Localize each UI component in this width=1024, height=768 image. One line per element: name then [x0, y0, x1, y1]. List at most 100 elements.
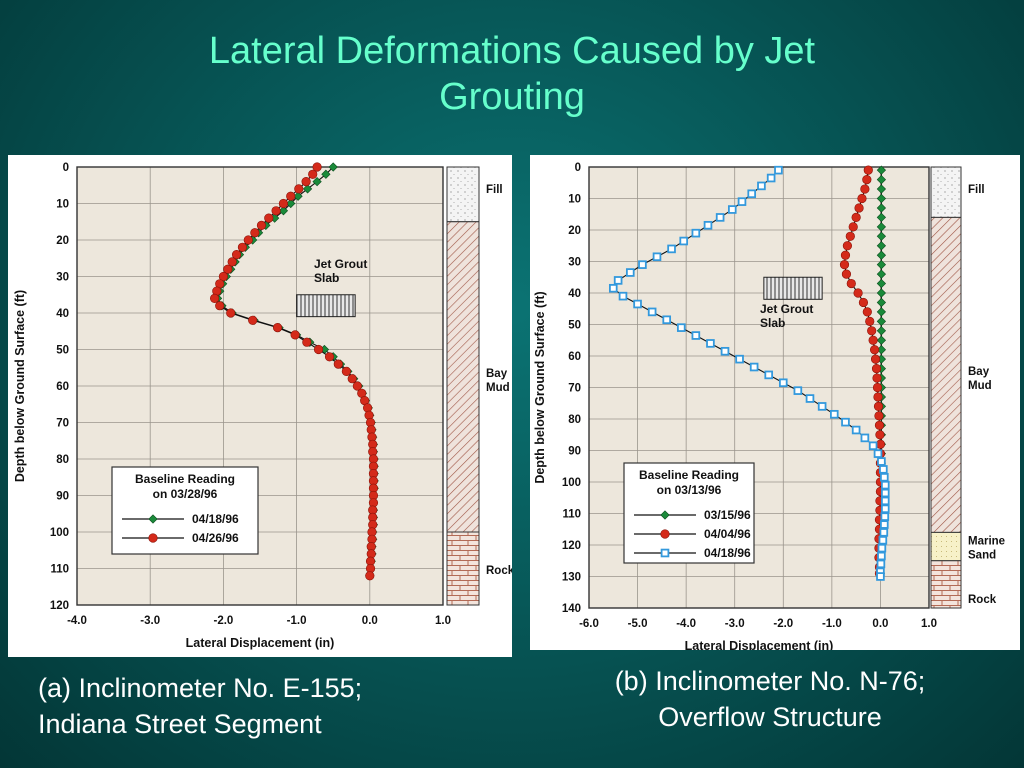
y-tick-label: 120 — [50, 600, 69, 612]
data-point — [876, 288, 887, 298]
legend-label: 04/26/96 — [192, 531, 239, 545]
stratum-rock — [446, 531, 480, 606]
data-point — [703, 220, 713, 230]
data-point — [313, 344, 324, 355]
data-point — [210, 293, 220, 303]
data-point — [876, 260, 887, 270]
data-point — [278, 198, 289, 209]
legend-label: 03/15/96 — [704, 508, 751, 522]
slide-title: Lateral Deformations Caused by Jet Grout… — [0, 28, 1024, 120]
y-tick-label: 110 — [50, 564, 69, 576]
x-tick-label: -3.0 — [140, 615, 160, 627]
y-tick-label: 20 — [56, 235, 69, 247]
legend-label: 04/18/96 — [192, 512, 239, 526]
data-point — [749, 362, 759, 372]
stratum-rock — [930, 560, 962, 609]
data-point — [727, 205, 737, 214]
legend-marker — [660, 529, 670, 539]
data-point — [618, 291, 628, 301]
data-point — [613, 276, 623, 285]
y-tick-label: 10 — [56, 199, 69, 211]
x-tick-label: -2.0 — [773, 618, 793, 630]
data-point — [876, 222, 887, 232]
data-point — [271, 206, 281, 216]
data-point — [877, 543, 887, 553]
y-tick-label: 60 — [56, 381, 69, 393]
data-point — [880, 496, 890, 506]
y-tick-label: 100 — [50, 527, 69, 539]
data-point — [876, 193, 887, 204]
stratum-label: Bay — [968, 366, 990, 378]
data-point — [264, 213, 274, 223]
data-point — [747, 189, 757, 199]
data-point — [302, 184, 313, 194]
y-tick-label: 40 — [56, 308, 69, 320]
y-tick-label: 50 — [568, 320, 581, 332]
x-tick-label: -6.0 — [579, 618, 599, 630]
data-point — [876, 241, 887, 251]
jet-grout-label-line2: Slab — [760, 316, 785, 330]
data-point — [839, 260, 850, 270]
data-point — [876, 307, 887, 317]
legend-box — [111, 466, 259, 555]
caption-b-line1: (b) Inclinometer No. N-76; — [614, 666, 926, 696]
inclinometer-chart-b: -6.0 -5.0 -4.0 -3.0 -2.0 -1.0 0.0 1.0 0 10 20 30 40 5… — [530, 155, 1020, 650]
stratum-label: Bay — [486, 368, 508, 380]
stratum-bay — [930, 216, 962, 533]
data-point — [876, 203, 887, 213]
y-tick-label: 90 — [568, 446, 581, 458]
jet-grout-slab — [763, 276, 823, 300]
data-point — [874, 411, 884, 421]
data-point — [805, 394, 815, 403]
data-point — [870, 345, 880, 355]
stratum-label: Rock — [486, 565, 512, 577]
data-point — [735, 354, 744, 364]
data-point — [667, 244, 676, 254]
data-point — [312, 162, 322, 172]
data-point — [865, 316, 875, 326]
data-point — [880, 472, 889, 482]
data-point — [841, 417, 850, 427]
y-tick-label: 50 — [56, 345, 69, 357]
legend-marker — [148, 533, 158, 543]
data-point — [851, 425, 861, 435]
x-tick-label: -4.0 — [67, 615, 87, 627]
y-tick-label: 90 — [56, 491, 69, 503]
data-point — [662, 315, 672, 325]
data-point — [858, 297, 869, 308]
data-point — [352, 381, 362, 391]
data-point — [853, 288, 863, 298]
chart-b-svg: -6.0 -5.0 -4.0 -3.0 -2.0 -1.0 0.0 1.0 0 10 20 30 40 5… — [533, 162, 1005, 650]
data-point — [876, 184, 887, 194]
data-point — [872, 373, 882, 383]
x-tick-label: -1.0 — [822, 618, 842, 630]
stratum-label: Rock — [968, 594, 997, 606]
data-point — [845, 231, 855, 241]
data-point — [333, 359, 343, 369]
x-tick-label: 1.0 — [921, 618, 937, 630]
x-tick-label: -2.0 — [213, 615, 233, 627]
data-point — [860, 184, 870, 194]
data-point — [875, 430, 885, 440]
data-point — [876, 316, 887, 326]
data-point — [286, 198, 296, 209]
data-point — [876, 326, 887, 336]
legend-marker — [148, 514, 158, 524]
x-tick-label: 0.0 — [362, 615, 378, 627]
stratum-label: Fill — [968, 184, 985, 196]
data-point — [227, 257, 237, 267]
data-point — [876, 231, 887, 241]
data-point — [250, 228, 260, 238]
y-tick-label: 20 — [568, 225, 581, 237]
data-point — [854, 203, 864, 213]
data-point — [867, 326, 877, 336]
soil-column: Fill Bay Mud Marine Sand Rock — [930, 166, 1005, 609]
data-point — [880, 520, 889, 529]
jet-grout-label-line1: Jet Grout — [760, 302, 813, 316]
caption-a-line2: Indiana Street Segment — [38, 709, 322, 739]
data-point — [272, 323, 283, 333]
data-point — [829, 409, 839, 419]
data-point — [842, 241, 853, 251]
y-axis-label: Depth below Ground Surface (ft) — [533, 291, 547, 483]
